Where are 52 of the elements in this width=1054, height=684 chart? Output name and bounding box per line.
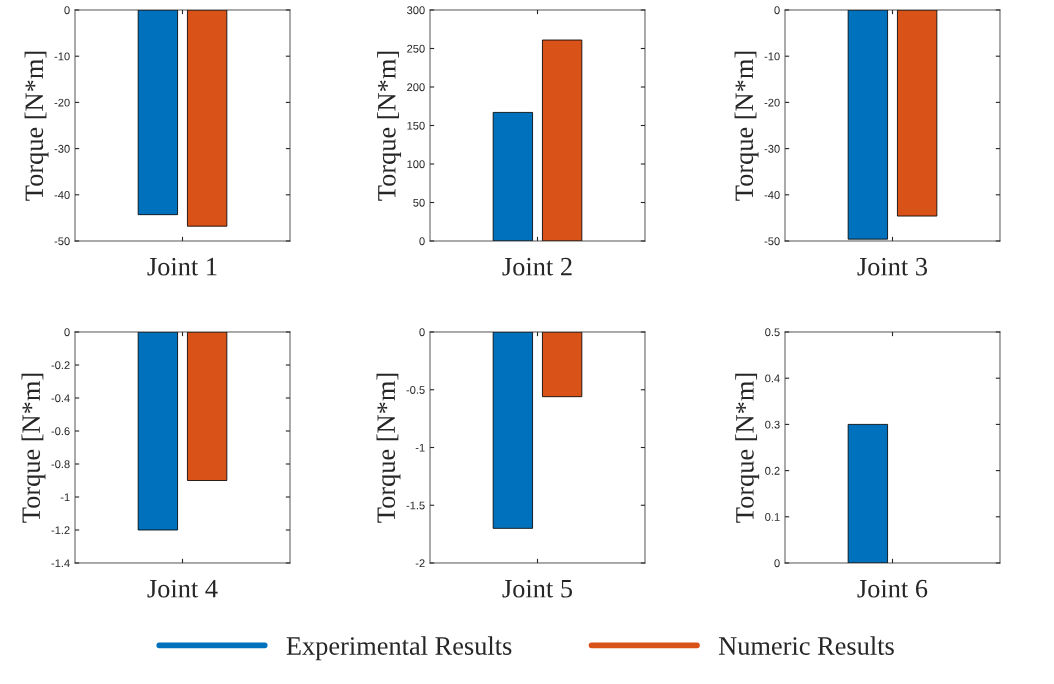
legend-label: Numeric Results bbox=[718, 636, 894, 655]
y-tick-label: 300 bbox=[407, 6, 425, 15]
y-tick-label: -1.4 bbox=[51, 559, 70, 568]
y-tick-label: -0.4 bbox=[51, 394, 70, 403]
y-tick-label: 0 bbox=[774, 6, 780, 15]
y-tick-label: -10 bbox=[764, 52, 780, 61]
x-axis-title: Joint 3 bbox=[857, 257, 928, 276]
y-tick-label: -0.5 bbox=[406, 386, 425, 394]
y-tick-label: -40 bbox=[764, 191, 780, 199]
y-tick-label: 200 bbox=[407, 83, 425, 92]
y-axis-title: Torque [N*m] bbox=[376, 373, 401, 523]
y-tick-label: -1.2 bbox=[51, 526, 70, 535]
y-tick-label: -10 bbox=[54, 52, 70, 61]
y-tick-label: 50 bbox=[413, 198, 425, 207]
y-tick-label: 150 bbox=[407, 121, 425, 130]
y-tick-label: 0.4 bbox=[765, 374, 780, 383]
x-axis-title: Joint 2 bbox=[502, 257, 572, 276]
y-tick-label: 0.3 bbox=[765, 420, 780, 429]
y-tick-label: -0.8 bbox=[51, 460, 70, 469]
y-tick-label: -1 bbox=[60, 493, 70, 502]
y-tick-label: 0.2 bbox=[765, 466, 780, 475]
y-tick-label: 0.5 bbox=[765, 328, 780, 337]
y-tick-label: -0.2 bbox=[51, 361, 70, 370]
legend-label: Experimental Results bbox=[286, 636, 512, 661]
y-tick-label: 0.1 bbox=[765, 513, 780, 521]
x-axis-title: Joint 5 bbox=[502, 579, 573, 598]
y-tick-label: 0 bbox=[774, 559, 780, 568]
y-tick-label: 0 bbox=[64, 328, 70, 337]
x-axis-title: Joint 6 bbox=[857, 579, 928, 598]
y-tick-label: -2 bbox=[415, 559, 425, 568]
y-axis-title: Torque [N*m] bbox=[21, 373, 46, 523]
y-tick-label: -30 bbox=[54, 144, 70, 153]
y-tick-label: -0.6 bbox=[51, 427, 70, 436]
y-tick-label: 0 bbox=[419, 328, 425, 337]
y-tick-label: 0 bbox=[419, 237, 425, 246]
y-tick-label: -1.5 bbox=[406, 501, 425, 510]
y-tick-label: 0 bbox=[64, 6, 70, 15]
y-tick-label: -20 bbox=[54, 98, 70, 107]
y-tick-label: 250 bbox=[407, 44, 425, 53]
y-tick-label: -40 bbox=[54, 191, 70, 199]
x-axis-title: Joint 1 bbox=[147, 257, 217, 276]
y-tick-label: -50 bbox=[764, 237, 780, 246]
y-tick-label: -50 bbox=[54, 237, 70, 246]
y-tick-label: -20 bbox=[764, 98, 780, 107]
y-tick-label: -30 bbox=[764, 144, 780, 153]
y-tick-label: -1 bbox=[415, 443, 425, 452]
x-axis-title: Joint 4 bbox=[147, 579, 218, 598]
y-axis-title: Torque [N*m] bbox=[734, 51, 759, 201]
y-axis-title: Torque [N*m] bbox=[735, 373, 760, 523]
y-tick-label: 100 bbox=[407, 160, 425, 169]
y-axis-title: Torque [N*m] bbox=[24, 51, 49, 201]
y-axis-title: Torque [N*m] bbox=[377, 51, 402, 201]
